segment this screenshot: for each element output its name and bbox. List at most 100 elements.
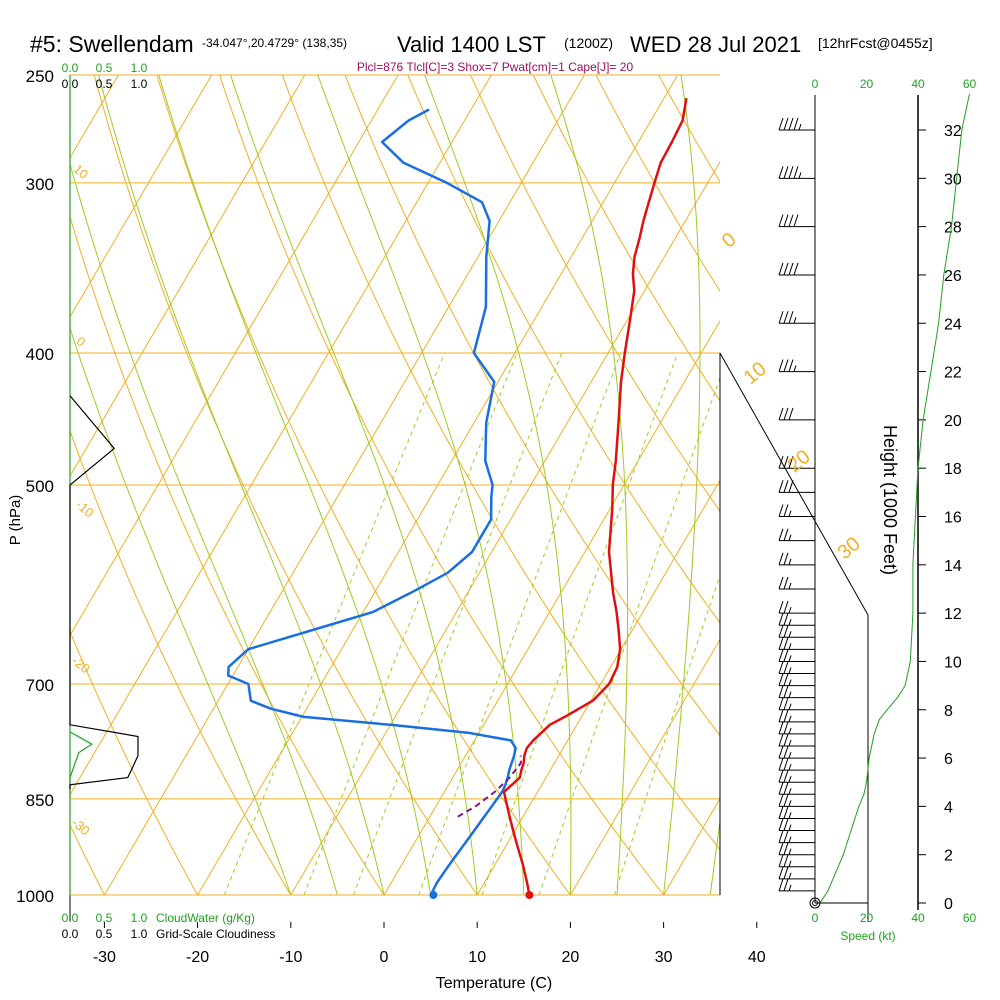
wind-barb-flag <box>783 709 789 722</box>
wind-barb-half-flag <box>788 872 792 880</box>
mixing-ratio-line <box>352 352 563 895</box>
height-tick-label: 32 <box>944 123 962 140</box>
dry-adiabat-line <box>281 75 720 851</box>
wind-barb-flag <box>778 576 784 590</box>
wind-barb-flag <box>783 613 789 626</box>
height-axis-title: Height (1000 Feet) <box>880 425 900 575</box>
title-coords: -34.047°,20.4729° (138,35) <box>202 36 347 50</box>
wind-barb-flag <box>778 600 784 614</box>
wind-barb-flag <box>778 673 784 686</box>
moist-adiabat-line <box>230 75 478 895</box>
surface-temperature-marker <box>525 891 534 899</box>
mixing-ratio-label: 8 <box>483 902 500 918</box>
isotherm-line <box>70 75 306 478</box>
wind-barb-half-flag <box>788 606 792 614</box>
dry-adiabat-line <box>470 75 720 513</box>
wind-barb-flag <box>783 782 789 795</box>
wind-barb-half-flag <box>788 763 792 771</box>
wind-barb-half-flag <box>788 691 792 698</box>
isotherm-label: 0 <box>73 333 88 349</box>
wind-barb-half-flag <box>788 619 792 626</box>
wind-barb-flag <box>788 262 794 276</box>
wind-barb-flag <box>783 407 789 421</box>
moist-adiabat-line <box>663 75 701 895</box>
sounding-indices: Plcl=876 Tlcl[C]=3 Shox=7 Pwat[cm]=1 Cap… <box>357 60 634 74</box>
mixing-ratio-lines: 1 2 3 5 8 12 20 <box>223 352 720 918</box>
sounding-profiles <box>226 97 688 899</box>
axes: -30 -20 -10 0 10 20 30 40 <box>93 922 766 966</box>
height-tick-label: 12 <box>944 606 962 623</box>
wind-barb-flag <box>783 576 789 590</box>
wind-barb-flag <box>778 806 784 819</box>
x-tick-label: 0 <box>380 949 389 966</box>
wind-barb-half-flag <box>788 836 792 843</box>
pressure-tick-label: 850 <box>26 791 54 810</box>
wind-barb-flag <box>778 528 784 541</box>
wind-barb-flag <box>783 866 789 880</box>
wind-panel: 0246810121416182022242628303200202040406… <box>778 77 976 925</box>
cloudiness-scale-top: 0.5 <box>96 77 113 91</box>
wind-barb-flag <box>793 214 799 227</box>
wind-barb-flag <box>778 613 784 626</box>
wind-barb-half-flag <box>788 848 792 855</box>
wind-barb-flag <box>783 842 789 855</box>
height-tick-label: 18 <box>944 461 962 478</box>
cloudiness-label: Grid-Scale Cloudiness <box>156 927 275 941</box>
x-tick-label: 40 <box>748 949 766 966</box>
wind-barb-flag <box>778 842 784 855</box>
wind-barb-flag <box>778 697 784 710</box>
cloud-profiles: 0.00.00.50.51.01.00.00.00.50.51.01.0 <box>62 61 148 941</box>
mixing-ratio-label: 2 <box>306 902 323 918</box>
y-axis-title: P (hPa) <box>7 495 24 546</box>
wind-barb-flag <box>778 456 784 469</box>
wind-barb-flag <box>778 480 784 493</box>
height-tick-label: 30 <box>944 171 962 188</box>
wind-barb-half-flag <box>788 534 792 541</box>
x-tick-label: -30 <box>93 949 116 966</box>
wind-barb-flag <box>783 625 789 638</box>
wind-barb-half-flag <box>788 739 792 747</box>
wind-barb-flag <box>778 709 784 722</box>
x-tick-label: 10 <box>468 949 486 966</box>
wind-barb-flag <box>793 262 799 276</box>
cloudiness-scale-bottom: 0.5 <box>96 927 113 941</box>
dry-adiabat-line <box>344 75 720 737</box>
title-forecast: [12hrFcst@0455z] <box>818 35 933 51</box>
wind-barb-flag <box>783 878 789 892</box>
wind-barb-flag <box>778 649 784 662</box>
wind-barb-flag <box>778 359 784 372</box>
height-tick-label: 16 <box>944 510 962 527</box>
wind-barb-flag <box>783 359 789 372</box>
height-tick-label: 26 <box>944 268 962 285</box>
tropopause-lines <box>719 352 869 922</box>
wind-barb-flag <box>778 770 784 783</box>
wind-barb-flag <box>783 757 789 771</box>
isotherm-label: -20 <box>69 653 93 677</box>
speed-tick-top: 0 <box>812 77 819 91</box>
wind-barb-flag <box>783 733 789 747</box>
wind-barb-half-flag <box>788 812 792 819</box>
height-tick-label: 22 <box>944 365 962 382</box>
moist-adiabat-line <box>424 75 572 895</box>
wind-barb-flag <box>783 504 789 517</box>
isotherm-line <box>70 75 213 318</box>
wind-barb-flag <box>778 878 784 892</box>
wind-barb-flag <box>783 600 789 614</box>
calm-wind-marker <box>809 897 821 909</box>
wind-barb-half-flag <box>788 631 792 638</box>
wind-barb-flag <box>778 782 784 795</box>
dry-adiabat-line <box>721 75 1000 895</box>
cloudiness-scale-bottom: 1.0 <box>131 927 148 941</box>
wind-barb-flag <box>793 166 799 179</box>
mixing-ratio-label: 3 <box>355 902 372 918</box>
wind-barb-flag <box>783 117 789 131</box>
skew-boundary-line <box>719 352 869 922</box>
moist-adiabat-line <box>98 75 385 895</box>
dry-adiabat-line <box>93 75 478 895</box>
wind-barb-half-flag <box>788 679 792 686</box>
cloudwater-scale-bottom: 0.5 <box>96 911 113 925</box>
moist-adiabat-line <box>70 326 292 895</box>
mixing-ratio-label: 5 <box>420 902 437 918</box>
wind-barb-flag <box>783 649 789 662</box>
wind-barb-flag <box>778 794 784 807</box>
